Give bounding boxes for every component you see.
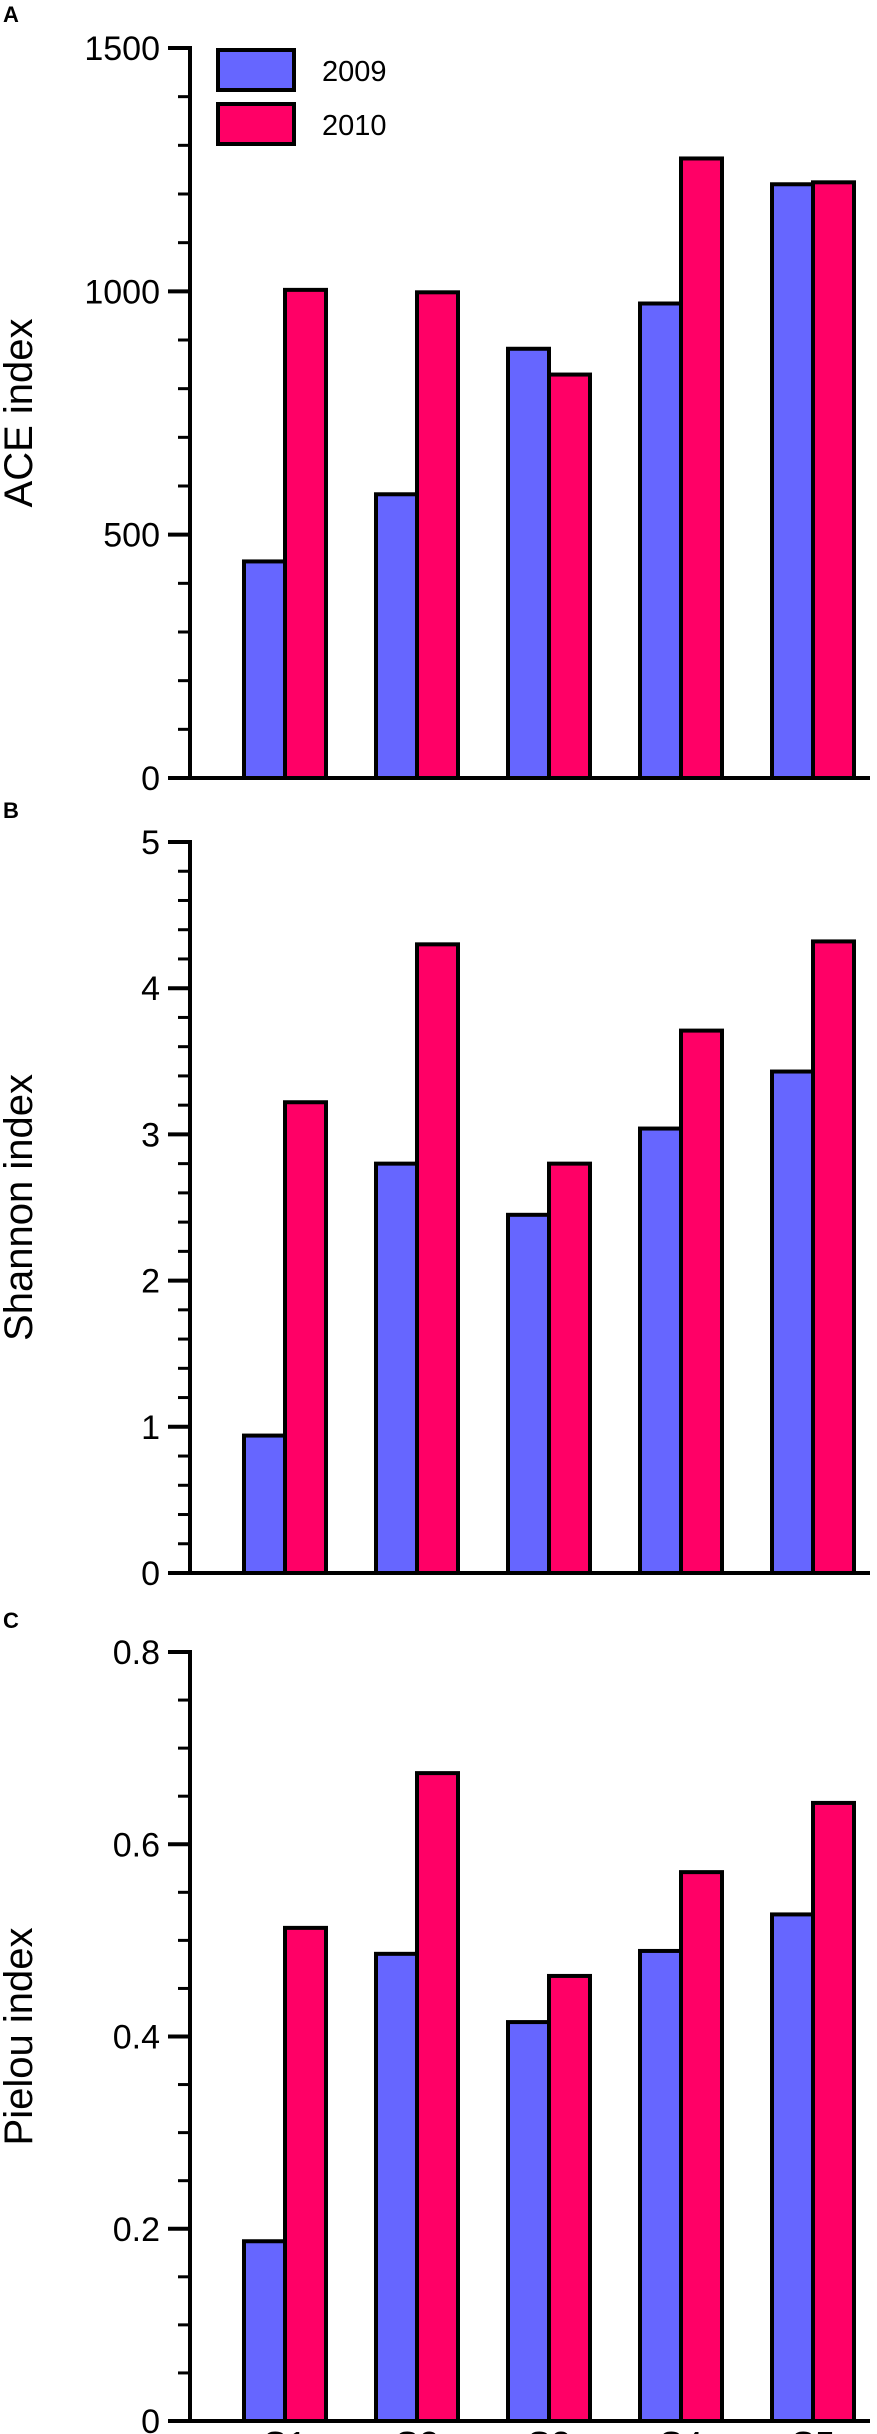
bar-2010-s3 <box>547 1161 592 1575</box>
bar-2010-s2 <box>415 942 460 1575</box>
bar-2009-s3 <box>506 2020 551 2424</box>
bar-2010-s4 <box>679 1870 724 2423</box>
y-tick-label: 0.2 <box>113 2211 160 2249</box>
y-tick-label: 2 <box>141 1263 160 1301</box>
legend-swatch-2010 <box>216 102 296 146</box>
bar-2009-s5 <box>770 182 815 780</box>
bar-2010-s1 <box>283 287 328 780</box>
x-tick-label-s5: S5 <box>791 2424 835 2434</box>
bar-2009-s5 <box>770 1912 815 2423</box>
bar-2009-s3 <box>506 1212 551 1576</box>
bar-2010-s3 <box>547 1973 592 2424</box>
bar-2010-s4 <box>679 1028 724 1575</box>
legend-label-2010: 2010 <box>322 110 387 142</box>
y-tick-label: 0.4 <box>113 2019 160 2057</box>
bar-2010-s5 <box>811 939 856 1575</box>
y-tick-label: 3 <box>141 1116 160 1154</box>
chart-panel-c: C 0 0.2 0.4 0.6 0.8 Pielou index S1 S2 S3 S4 S5 <box>0 1608 870 2434</box>
y-tick-label: 500 <box>103 517 160 555</box>
bar-2010-s4 <box>679 156 724 780</box>
panel-label: B <box>3 798 19 823</box>
y-tick-label: 1500 <box>84 30 160 68</box>
bar-2010-s1 <box>283 1100 328 1575</box>
y-axis-title: Pielou index <box>0 1928 41 2146</box>
bar-2010-s5 <box>811 180 856 780</box>
panel-label: C <box>3 1608 19 1633</box>
y-tick-label: 0 <box>141 760 160 798</box>
x-tick-label-s3: S3 <box>527 2424 571 2434</box>
bar-2009-s2 <box>374 1161 419 1575</box>
y-tick-label: 1000 <box>84 273 160 311</box>
y-tick-label: 4 <box>141 970 160 1008</box>
legend-swatch-2009 <box>216 48 296 92</box>
y-tick-label: 1 <box>141 1409 160 1447</box>
chart-panel-a: A 0 500 1000 1500 ACE index 2009 2010 <box>0 2 870 798</box>
y-axis-title: ACE index <box>0 319 41 508</box>
y-tick-label: 0 <box>141 1555 160 1593</box>
x-tick-label-s2: S2 <box>395 2424 439 2434</box>
bar-2010-s2 <box>415 290 460 780</box>
bar-2010-s1 <box>283 1925 328 2424</box>
bar-2009-s1 <box>242 559 287 781</box>
bar-2009-s4 <box>638 1948 683 2423</box>
legend-label-2009: 2009 <box>322 56 387 88</box>
bar-2010-s2 <box>415 1771 460 2424</box>
bar-2010-s3 <box>547 372 592 780</box>
y-tick-label: 0.8 <box>113 1634 160 1672</box>
bar-2009-s1 <box>242 1433 287 1576</box>
y-tick-label: 0 <box>141 2403 160 2434</box>
chart-panel-b: B 0 1 2 3 4 5 Shannon index <box>0 798 870 1593</box>
x-tick-label-s1: S1 <box>263 2424 307 2434</box>
bar-2010-s5 <box>811 1800 856 2423</box>
bar-2009-s4 <box>638 1126 683 1575</box>
bar-2009-s1 <box>242 2239 287 2424</box>
y-axis-title: Shannon index <box>0 1074 41 1341</box>
panel-label: A <box>3 2 19 27</box>
x-tick-label-s4: S4 <box>659 2424 703 2434</box>
bar-2009-s2 <box>374 492 419 780</box>
bar-2009-s4 <box>638 301 683 780</box>
y-tick-label: 5 <box>141 824 160 862</box>
bar-2009-s3 <box>506 346 551 780</box>
y-tick-label: 0.6 <box>113 1826 160 1864</box>
bar-2009-s5 <box>770 1069 815 1576</box>
bar-2009-s2 <box>374 1951 419 2424</box>
legend: 2009 2010 <box>216 48 387 146</box>
